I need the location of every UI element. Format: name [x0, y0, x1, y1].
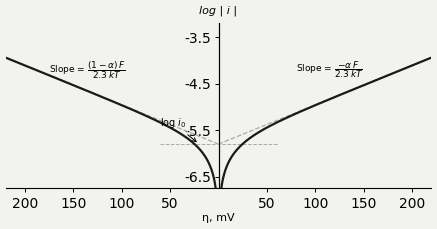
Text: Slope = $\dfrac{-\alpha\,F}{2.3\,kT}$: Slope = $\dfrac{-\alpha\,F}{2.3\,kT}$: [296, 59, 364, 80]
X-axis label: η, mV: η, mV: [202, 213, 235, 224]
Text: log | i |: log | i |: [199, 6, 238, 16]
Text: log $i_0$: log $i_0$: [160, 116, 196, 142]
Text: Slope = $\dfrac{(1-\alpha)\,F}{2.3\,kT}$: Slope = $\dfrac{(1-\alpha)\,F}{2.3\,kT}$: [49, 59, 126, 81]
